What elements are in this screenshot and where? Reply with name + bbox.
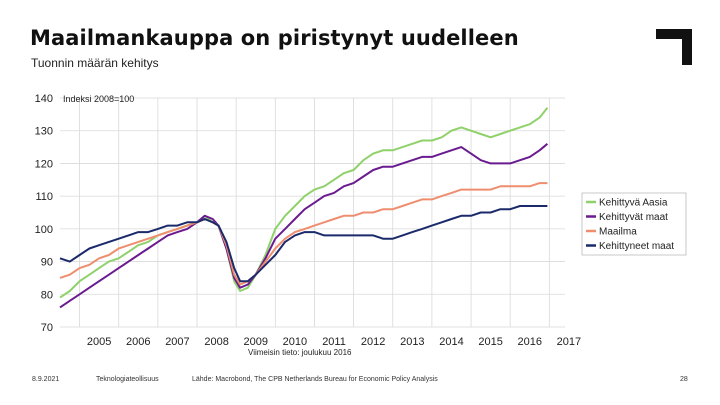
legend-entry: Kehittyvä Aasia	[599, 198, 668, 209]
grid-lines	[60, 97, 565, 328]
series-line	[59, 205, 548, 283]
slide-title: Maailmankauppa on piristynyt uudelleen	[30, 26, 519, 50]
index-annotation: Indeksi 2008=100	[63, 94, 134, 104]
brand-logo-icon	[656, 29, 692, 65]
page-number: 28	[680, 376, 688, 383]
legend-entry: Kehittyneet maat	[599, 241, 674, 252]
y-tick-label: 140	[35, 93, 53, 105]
y-tick-label: 120	[35, 158, 53, 170]
y-tick-label: 90	[41, 257, 53, 269]
x-axis-ticks: 2005 2006 2007 2008 2009 2010 2011 2012 2013 2014…	[87, 336, 581, 348]
x-tick-label: 2008	[204, 336, 228, 348]
x-tick-label: 2006	[126, 336, 150, 348]
footer-date: 8.9.2021	[32, 376, 60, 383]
y-tick-label: 100	[35, 224, 53, 236]
x-tick-label: 2009	[243, 336, 267, 348]
slide-subtitle: Tuonnin määrän kehitys	[31, 56, 159, 70]
y-tick-label: 70	[41, 322, 53, 334]
x-tick-label: 2017	[557, 336, 581, 348]
legend: Kehittyvä Aasia Kehittyvät maat Maailma Keh…	[581, 192, 687, 256]
y-tick-label: 80	[41, 289, 53, 301]
legend-entry: Kehittyvät maat	[599, 212, 668, 223]
x-tick-label: 2012	[361, 336, 385, 348]
legend-entry: Maailma	[599, 227, 637, 238]
x-tick-label: 2015	[478, 336, 502, 348]
footer-organization: Teknologiateollisuus	[96, 376, 159, 383]
series-line	[59, 143, 549, 309]
x-tick-label: 2010	[283, 336, 307, 348]
y-tick-label: 130	[35, 126, 53, 138]
footer-source: Lähde: Macrobond, The CPB Netherlands Bu…	[192, 376, 438, 383]
x-tick-label: 2014	[439, 336, 463, 348]
y-tick-label: 110	[35, 191, 53, 203]
x-tick-label: 2011	[322, 336, 346, 348]
x-tick-label: 2005	[87, 336, 111, 348]
latest-data-note: Viimeisin tieto: joulukuu 2016	[248, 348, 352, 357]
y-axis-ticks: 70 80 90 100 110 120 130 140	[35, 93, 53, 334]
series-lines	[59, 107, 549, 309]
legend-box	[581, 192, 687, 256]
x-tick-label: 2013	[400, 336, 424, 348]
x-tick-label: 2007	[165, 336, 189, 348]
x-tick-label: 2016	[518, 336, 542, 348]
series-line	[59, 107, 549, 299]
series-line	[59, 182, 548, 286]
